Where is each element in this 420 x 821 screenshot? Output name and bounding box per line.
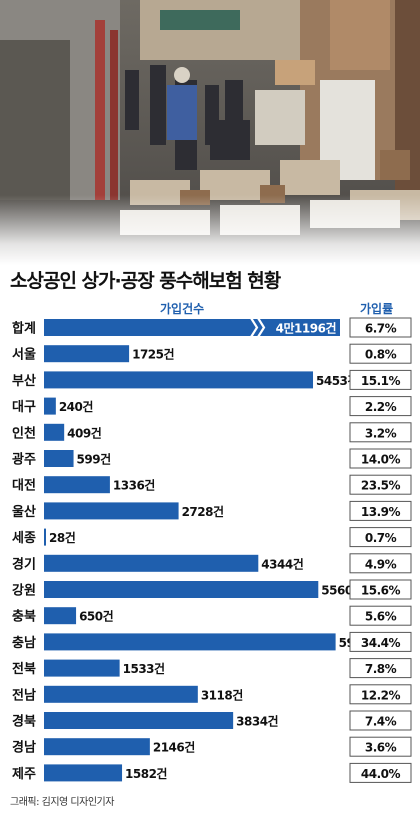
rate-box: [349, 422, 412, 443]
count-label: 3834건: [236, 714, 278, 729]
rate-label: 5.6%: [365, 610, 397, 624]
category-label: 울산: [12, 504, 36, 520]
count-label: 5453건: [316, 373, 358, 388]
count-bar: [44, 685, 198, 703]
category-label: 대구: [12, 400, 36, 415]
rate-label: 0.7%: [365, 531, 397, 545]
rate-label: 7.4%: [365, 715, 397, 729]
count-label: 1336건: [113, 478, 155, 493]
rate-box: [349, 396, 412, 417]
rate-label: 6.7%: [365, 322, 397, 336]
rate-box: [349, 631, 412, 652]
count-bar: [44, 554, 259, 572]
rate-box: [349, 579, 412, 600]
count-label: 1533건: [123, 661, 165, 676]
rate-label: 0.8%: [365, 348, 397, 362]
page-title: 소상공인 상가·공장 풍수해보험 현황: [10, 270, 281, 292]
rate-box: [349, 658, 412, 679]
rate-label: 3.6%: [365, 741, 397, 755]
rate-box: [349, 527, 412, 548]
count-bar: [44, 738, 150, 756]
flood-damage-photo: [0, 0, 420, 265]
rate-label: 7.8%: [365, 662, 397, 676]
rate-label: 44.0%: [361, 767, 401, 781]
rate-label: 13.9%: [361, 505, 401, 519]
category-label: 서울: [12, 347, 36, 363]
rate-label: 14.0%: [361, 453, 401, 467]
chart-canvas: 합계 4만1196건 6.7% 서울 1725건 0.8% 부산 5453건 15.1% 대구 24…: [12, 317, 412, 783]
category-label: 충북: [12, 609, 36, 625]
rate-label: 15.6%: [361, 584, 401, 598]
rate-label: 34.4%: [361, 636, 401, 650]
count-bar: [44, 423, 65, 441]
category-label: 제주: [12, 767, 36, 782]
rate-box: [349, 317, 412, 338]
count-bar: [44, 659, 120, 677]
rate-box: [349, 736, 412, 757]
rate-label: 15.1%: [361, 374, 401, 388]
rate-box: [349, 553, 412, 574]
count-bar: [44, 476, 110, 494]
count-label: 240건: [59, 399, 94, 414]
count-bar: [44, 528, 46, 546]
count-bar: [44, 450, 74, 467]
insurance-chart: 합계 4만1196건 6.7% 서울 1725건 0.8% 부산 5453건 15.1% 대구 24…: [0, 312, 420, 812]
count-bar: [44, 764, 123, 782]
category-label: 인천: [12, 425, 36, 441]
category-label: 경기: [12, 556, 36, 572]
count-bar: [44, 345, 130, 363]
count-bar: [44, 397, 56, 415]
count-label: 4만1196건: [276, 321, 337, 336]
category-label: 충남: [12, 635, 36, 651]
rate-box: [349, 684, 412, 705]
count-label: 1725건: [132, 347, 174, 362]
category-label: 대전: [12, 478, 36, 494]
count-label: 2146건: [153, 740, 195, 755]
count-bar: [44, 371, 314, 389]
count-label: 599건: [77, 452, 112, 467]
rate-label: 4.9%: [365, 557, 397, 571]
count-bar: [44, 607, 77, 625]
category-label: 광주: [12, 453, 36, 468]
category-label: 경북: [12, 714, 36, 730]
rate-box: [349, 369, 412, 390]
category-label: 부산: [12, 373, 36, 389]
count-bar: [44, 633, 336, 651]
rate-label: 3.2%: [365, 426, 397, 440]
count-label: 28건: [49, 530, 76, 545]
rate-label: 2.2%: [365, 400, 397, 414]
count-bar: [44, 712, 234, 729]
category-label: 경남: [12, 740, 36, 756]
rate-box: [349, 448, 412, 469]
category-label: 전북: [12, 661, 36, 677]
count-bar: [44, 581, 319, 598]
count-label: 1582건: [125, 766, 167, 781]
category-label: 세종: [12, 531, 36, 546]
count-label: 650건: [79, 609, 114, 624]
count-label: 4344건: [261, 556, 303, 571]
count-label: 3118건: [201, 687, 243, 702]
graphic-credit: 그래픽: 김지영 디자인기자: [10, 797, 114, 808]
count-label: 2728건: [182, 504, 224, 519]
rate-box: [349, 710, 412, 731]
rate-box: [349, 605, 412, 626]
count-bar: [44, 502, 179, 520]
rate-box: [349, 762, 412, 783]
axis-break-mark: [250, 317, 266, 338]
rate-box: [349, 343, 412, 364]
rate-column-header: 가입률: [360, 302, 394, 316]
rate-label: 12.2%: [361, 688, 401, 702]
count-bar: [44, 319, 340, 336]
rate-box: [349, 500, 412, 521]
rate-box: [349, 474, 412, 495]
count-label: 409건: [67, 425, 102, 440]
count-column-header: 가입건수: [160, 302, 205, 316]
category-label: 전남: [12, 687, 36, 703]
rate-label: 23.5%: [361, 479, 401, 493]
category-label: 합계: [12, 321, 36, 337]
category-label: 강원: [12, 583, 36, 599]
